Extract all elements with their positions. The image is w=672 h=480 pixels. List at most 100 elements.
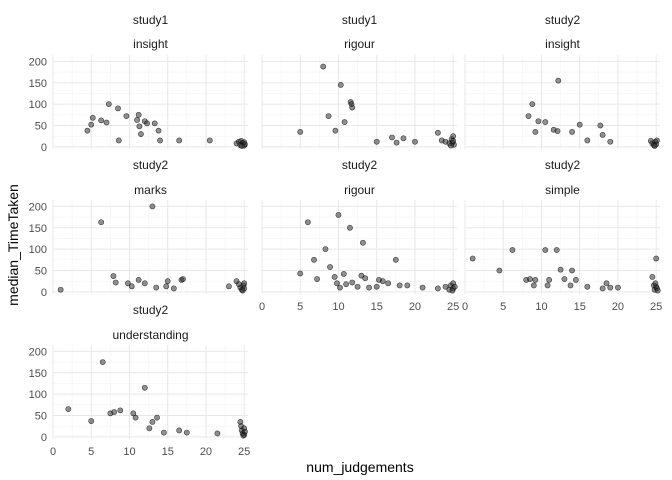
x-tick-label: 0	[50, 446, 56, 458]
data-point	[343, 281, 350, 288]
data-point	[469, 255, 476, 262]
data-point	[649, 274, 656, 280]
x-tick-label: 20	[612, 301, 624, 313]
data-point	[412, 138, 418, 145]
y-tick-label: 0	[41, 432, 47, 444]
data-point	[652, 280, 659, 287]
x-tick-label: 25	[447, 301, 459, 313]
data-point	[322, 246, 329, 253]
data-point	[138, 131, 144, 137]
data-point	[206, 137, 213, 144]
data-point	[335, 212, 342, 218]
data-point	[544, 282, 551, 289]
data-point	[136, 123, 143, 130]
y-tick-label: 150	[29, 223, 47, 235]
data-point	[117, 407, 124, 414]
data-point	[164, 278, 171, 285]
data-point	[654, 287, 661, 294]
data-point	[396, 282, 403, 289]
data-point	[404, 282, 411, 289]
data-point	[449, 287, 456, 294]
facet-panel: study2 simple 0 5 10 15 20 25	[462, 158, 662, 313]
data-point	[569, 129, 575, 135]
facet-panel: study1 rigour	[261, 13, 457, 149]
y-axis-title: median_TimeTaken	[5, 184, 21, 306]
data-point	[314, 276, 320, 282]
data-point	[149, 203, 156, 210]
facet-strip-label: marks	[134, 183, 167, 197]
data-point	[379, 278, 386, 285]
data-point	[176, 427, 183, 434]
data-point	[99, 359, 106, 365]
x-tick-label: 5	[297, 301, 303, 313]
x-tick-label: 25	[238, 446, 250, 458]
data-point	[135, 276, 142, 283]
data-point	[84, 127, 91, 134]
data-point	[180, 276, 186, 282]
x-tick-label: 15	[574, 301, 586, 313]
data-point	[337, 82, 344, 88]
x-tick-label: 10	[535, 301, 547, 313]
data-point	[88, 418, 95, 424]
data-point	[532, 129, 539, 135]
data-point	[349, 279, 356, 286]
data-point	[151, 120, 158, 127]
x-tick-label: 5	[88, 446, 94, 458]
y-tick-label: 100	[29, 389, 47, 401]
data-point	[141, 280, 148, 287]
facet-strip-label: study2	[545, 13, 581, 27]
facet-panel: study2 insight	[464, 13, 660, 149]
x-tick-label: 5	[500, 301, 506, 313]
y-tick-label: 200	[29, 201, 47, 213]
data-point	[366, 284, 372, 291]
data-point	[567, 282, 574, 289]
data-point	[146, 425, 153, 432]
facet-strip-label: study2	[133, 158, 169, 172]
data-point	[434, 129, 441, 136]
data-point	[125, 280, 131, 287]
data-point	[135, 111, 142, 118]
data-point	[98, 219, 105, 226]
y-tick-label: 150	[29, 368, 47, 380]
x-tick-label: 25	[650, 301, 662, 313]
y-tick-label: 50	[35, 266, 47, 278]
data-point	[327, 264, 333, 270]
data-point	[115, 105, 121, 112]
data-point	[144, 120, 150, 127]
data-point	[584, 283, 591, 290]
y-tick-label: 150	[29, 78, 47, 90]
data-point	[535, 118, 542, 125]
y-tick-label: 0	[41, 142, 47, 154]
facet-strip-label: insight	[133, 37, 168, 51]
x-tick-label: 15	[162, 446, 174, 458]
data-point	[304, 219, 311, 226]
data-point	[373, 283, 380, 290]
data-point	[509, 247, 516, 253]
data-point	[532, 276, 539, 283]
data-point	[141, 384, 148, 391]
data-point	[554, 128, 561, 134]
data-point	[105, 101, 112, 108]
data-point	[155, 127, 162, 134]
x-tick-label: 10	[332, 301, 344, 313]
data-point	[132, 414, 139, 421]
data-point	[557, 266, 564, 273]
data-point	[450, 137, 457, 144]
data-point	[572, 276, 579, 283]
data-point	[183, 429, 190, 436]
facet-strip-label: rigour	[344, 37, 375, 51]
x-tick-label: 20	[409, 301, 421, 313]
facet-panel: study2 rigour 0 5 10 15 20 25	[259, 158, 459, 313]
data-point	[88, 121, 95, 128]
data-point	[241, 280, 248, 287]
data-point	[332, 127, 339, 134]
data-point	[434, 285, 441, 292]
data-point	[599, 131, 606, 138]
data-point	[496, 267, 503, 274]
y-tick-label: 100	[29, 244, 47, 256]
data-point	[115, 137, 122, 144]
y-tick-label: 200	[29, 56, 47, 68]
data-point	[607, 138, 614, 145]
data-point	[400, 135, 407, 142]
data-point	[154, 414, 160, 421]
